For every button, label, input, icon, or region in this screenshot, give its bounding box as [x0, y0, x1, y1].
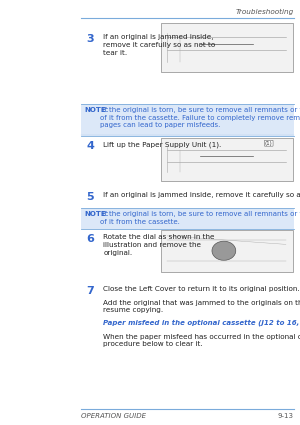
Text: 9-13: 9-13 [278, 413, 294, 419]
Ellipse shape [212, 241, 236, 260]
Text: When the paper misfeed has occurred in the optional cassette, use the
procedure : When the paper misfeed has occurred in t… [103, 334, 300, 347]
Bar [160, 230, 292, 272]
Text: 7: 7 [86, 286, 94, 297]
Text: (1): (1) [265, 141, 273, 146]
Text: Troubleshooting: Troubleshooting [236, 9, 294, 15]
Text: Close the Left Cover to return it to its original position.: Close the Left Cover to return it to its… [103, 286, 300, 292]
Text: Add the original that was jammed to the originals on the Original Table and
resu: Add the original that was jammed to the … [103, 300, 300, 313]
Text: Lift up the Paper Supply Unit (1).: Lift up the Paper Supply Unit (1). [103, 141, 222, 147]
Bar [160, 138, 292, 181]
Bar [160, 23, 292, 72]
Text: 3: 3 [86, 34, 94, 44]
Bar [81, 104, 294, 136]
Text: If an original is jammed inside,
remove it carefully so as not to
tear it.: If an original is jammed inside, remove … [103, 34, 216, 56]
Text: NOTE:: NOTE: [84, 107, 108, 113]
Text: If the original is torn, be sure to remove all remnants or fragments
of it from : If the original is torn, be sure to remo… [100, 211, 300, 225]
Text: 6: 6 [86, 234, 94, 244]
Text: NOTE:: NOTE: [84, 211, 108, 217]
Text: OPERATION GUIDE: OPERATION GUIDE [81, 413, 146, 419]
Text: Rotate the dial as shown in the
illustration and remove the
original.: Rotate the dial as shown in the illustra… [103, 234, 215, 256]
Text: If an original is jammed inside, remove it carefully so as not to tear it.: If an original is jammed inside, remove … [103, 192, 300, 198]
Text: 5: 5 [86, 192, 94, 202]
Bar [81, 208, 294, 229]
Text: 4: 4 [86, 141, 94, 151]
Text: Paper misfeed in the optional cassette (J12 to 16, J22 to 24): Paper misfeed in the optional cassette (… [103, 320, 300, 326]
Text: If the original is torn, be sure to remove all remnants or fragments
of it from : If the original is torn, be sure to remo… [100, 107, 300, 128]
